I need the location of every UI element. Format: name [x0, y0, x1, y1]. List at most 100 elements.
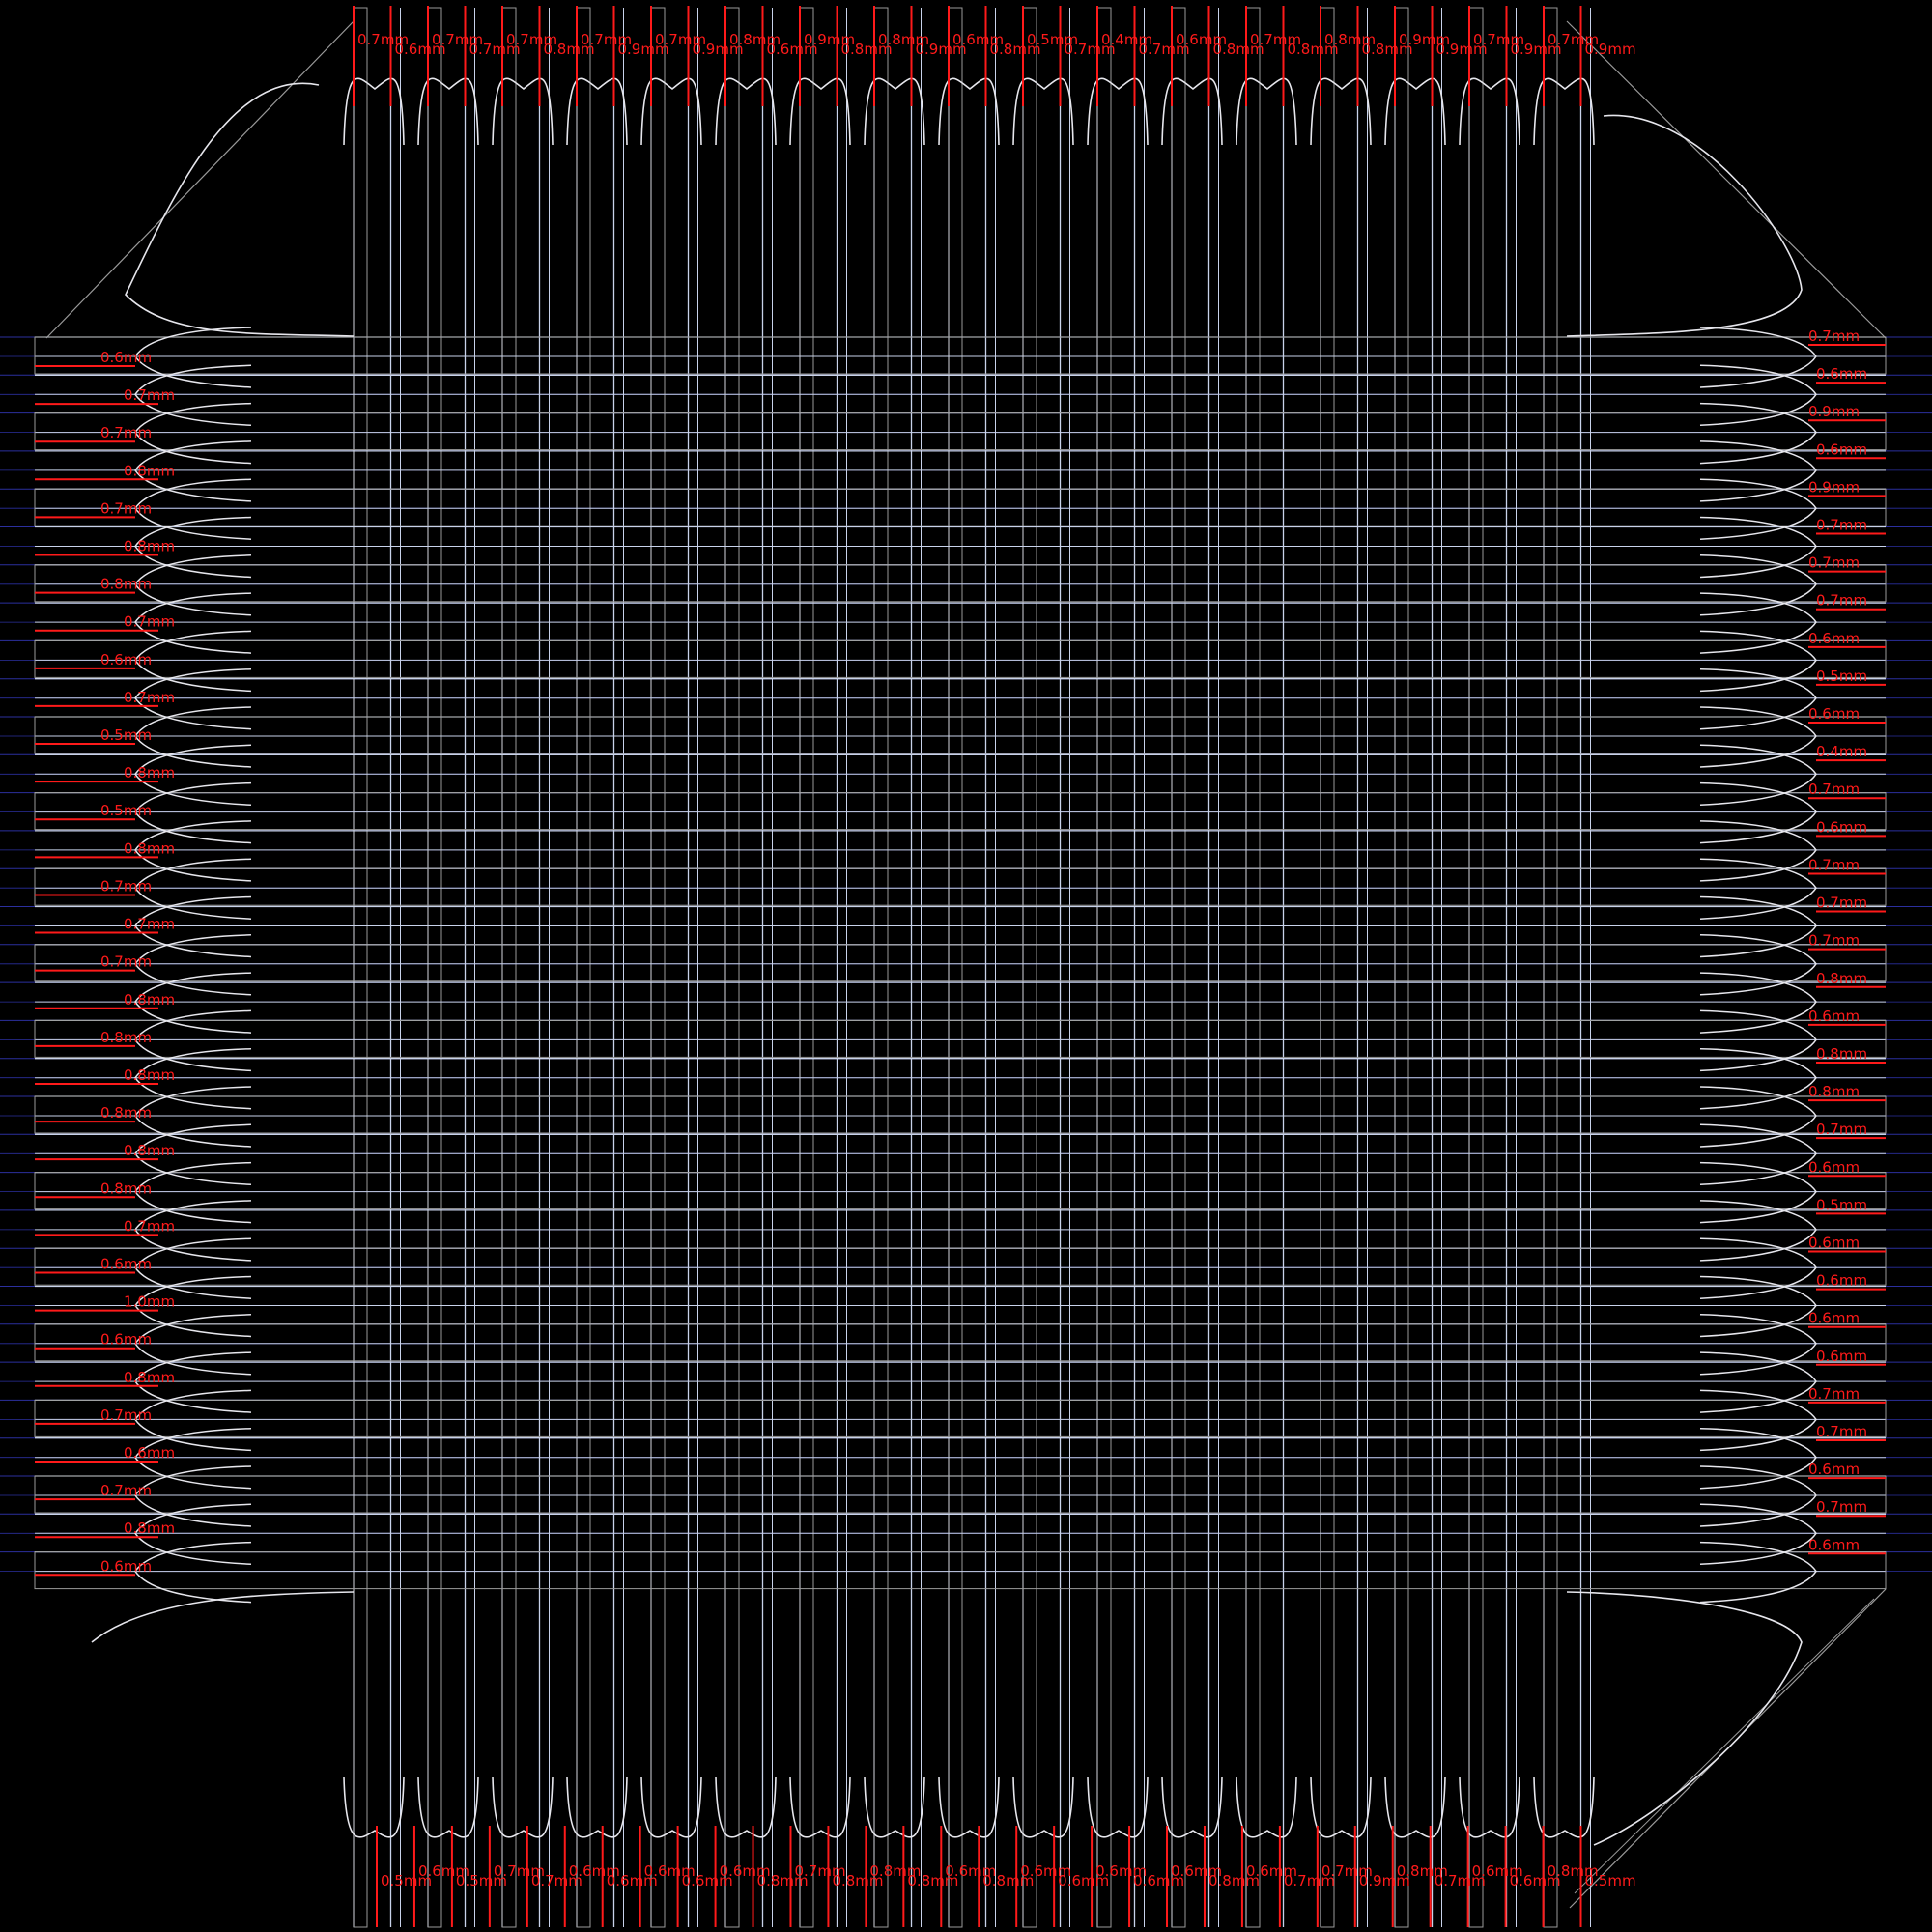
measurement-label-bottom: 0.6mm	[644, 1862, 696, 1880]
measurement-label-bottom: 0.8mm	[1548, 1862, 1599, 1880]
measurement-label-right: 0.6mm	[1808, 705, 1860, 723]
lead-tip-curve-left	[134, 934, 252, 996]
lead-tip-curve-left	[134, 1275, 252, 1338]
lead-tip-curve-bottom	[864, 1776, 925, 1838]
measurement-label-right: 0.6mm	[1808, 1310, 1860, 1327]
measurement-label-left: 0.8mm	[124, 839, 175, 857]
lead-column-outline	[501, 7, 517, 1928]
corner-curve-tl	[125, 82, 355, 337]
lead-tip-curve-bottom	[715, 1776, 777, 1838]
measurement-label-left: 0.6mm	[124, 1444, 175, 1462]
lead-row-outline	[34, 336, 1887, 375]
lead-tip-curve-bottom	[938, 1776, 1000, 1838]
measurement-label-right: 0.4mm	[1816, 743, 1867, 760]
lead-tip-curve-left	[134, 592, 252, 654]
lead-row-outline	[34, 792, 1887, 831]
guide-lines-layer	[0, 336, 1932, 1572]
measurement-label-top: 0.8mm	[878, 31, 929, 48]
lead-tip-curve-right	[1699, 1086, 1817, 1148]
lead-tip-curve-left	[134, 668, 252, 730]
lead-tip-curve-right	[1699, 592, 1817, 654]
lead-tip-curve-top	[343, 77, 405, 146]
measurement-label-bottom: 0.8mm	[982, 1872, 1034, 1889]
measurement-label-left: 0.8mm	[124, 538, 175, 555]
measurement-label-left: 0.8mm	[124, 991, 175, 1009]
lead-tip-curve-right	[1699, 1351, 1817, 1413]
measurement-label-top: 0.7mm	[655, 31, 706, 48]
measurement-label-top: 0.7mm	[1250, 31, 1301, 48]
measurement-label-right: 0.8mm	[1808, 1083, 1860, 1100]
lead-tip-curve-left	[134, 1314, 252, 1376]
lead-tip-curve-left	[134, 1086, 252, 1148]
lead-column-outline	[427, 7, 442, 1928]
measurement-label-left: 0.5mm	[100, 802, 152, 819]
measurement-label-top: 0.9mm	[1436, 41, 1488, 58]
measurement-label-top: 0.4mm	[1101, 31, 1152, 48]
corner-curve-bl	[91, 1591, 355, 1643]
lead-tip-curve-top	[938, 77, 1000, 146]
lead-tip-curve-left	[134, 1200, 252, 1262]
lead-tip-curve-right	[1699, 478, 1817, 540]
lead-tip-curve-bottom	[1459, 1776, 1520, 1838]
lead-tip-curve-left	[134, 1427, 252, 1490]
measurement-label-bottom: 0.6mm	[720, 1862, 771, 1880]
lead-tip-curve-bottom	[1384, 1776, 1446, 1838]
measurement-label-top: 0.8mm	[1324, 31, 1376, 48]
measurement-label-left: 0.8mm	[124, 462, 175, 479]
measurement-label-left: 0.8mm	[124, 1369, 175, 1386]
lead-tip-curve-bottom	[417, 1776, 479, 1838]
lead-tip-curve-right	[1699, 1389, 1817, 1452]
lead-tip-curve-bottom	[566, 1776, 628, 1838]
measurement-label-top: 0.8mm	[1362, 41, 1413, 58]
lead-tip-curve-right	[1699, 895, 1817, 958]
measurement-label-left: 0.8mm	[124, 764, 175, 781]
lead-row-outline	[34, 1399, 1887, 1437]
measurement-label-top: 0.9mm	[804, 31, 855, 48]
lead-tip-curve-left	[134, 1541, 252, 1604]
lead-tip-curve-right	[1699, 1161, 1817, 1224]
measurement-label-bottom: 0.7mm	[1284, 1872, 1335, 1889]
lead-row-outline	[34, 1095, 1887, 1134]
outline-diagonal-tl	[45, 20, 355, 339]
lead-row-outline	[34, 1551, 1887, 1590]
measurement-label-top: 0.9mm	[1585, 41, 1636, 58]
lead-tip-curve-top	[1533, 77, 1595, 146]
lead-column-outline	[1320, 7, 1335, 1928]
measurement-label-bottom: 0.5mm	[456, 1872, 507, 1889]
measurement-label-left: 0.8mm	[100, 1029, 152, 1046]
measurement-label-left: 0.7mm	[100, 1482, 152, 1499]
lead-tip-curve-bottom	[640, 1776, 702, 1838]
measurement-label-left: 0.8mm	[124, 1142, 175, 1159]
lead-tip-curve-bottom	[1533, 1776, 1595, 1838]
lead-tip-curve-left	[134, 554, 252, 616]
lead-tip-curve-right	[1699, 327, 1817, 388]
lead-tip-curve-left	[134, 1503, 252, 1566]
lead-tip-curve-right	[1699, 1465, 1817, 1527]
measurement-label-bottom: 0.6mm	[569, 1862, 620, 1880]
measurement-label-left: 0.8mm	[100, 1104, 152, 1122]
lead-tip-curve-top	[417, 77, 479, 146]
lead-tip-curve-bottom	[789, 1776, 851, 1838]
lead-tip-curve-right	[1699, 1427, 1817, 1490]
measurement-label-left: 0.5mm	[100, 726, 152, 744]
measurement-label-top: 0.5mm	[1027, 31, 1078, 48]
lead-tip-curve-bottom	[492, 1776, 554, 1838]
measurement-label-right: 0.7mm	[1816, 517, 1867, 534]
lead-tip-curve-left	[134, 364, 252, 427]
measurement-label-left: 0.8mm	[100, 576, 152, 593]
measurement-label-right: 0.7mm	[1816, 1121, 1867, 1138]
measurement-label-right: 0.8mm	[1816, 1045, 1867, 1063]
measurement-label-left: 0.7mm	[124, 689, 175, 706]
measurement-label-top: 0.9mm	[1511, 41, 1562, 58]
measurement-label-right: 0.7mm	[1808, 781, 1860, 798]
lead-tip-curve-left	[134, 1123, 252, 1186]
lead-tip-curve-right	[1699, 858, 1817, 920]
lead-column-outline	[1171, 7, 1186, 1928]
lead-tip-curve-right	[1699, 516, 1817, 579]
lead-tip-curve-top	[789, 77, 851, 146]
lead-column-outline	[1394, 7, 1409, 1928]
measurement-label-bottom: 0.6mm	[682, 1872, 733, 1889]
measurement-label-bottom: 0.6mm	[1510, 1872, 1561, 1889]
measurement-label-bottom: 0.8mm	[907, 1872, 958, 1889]
